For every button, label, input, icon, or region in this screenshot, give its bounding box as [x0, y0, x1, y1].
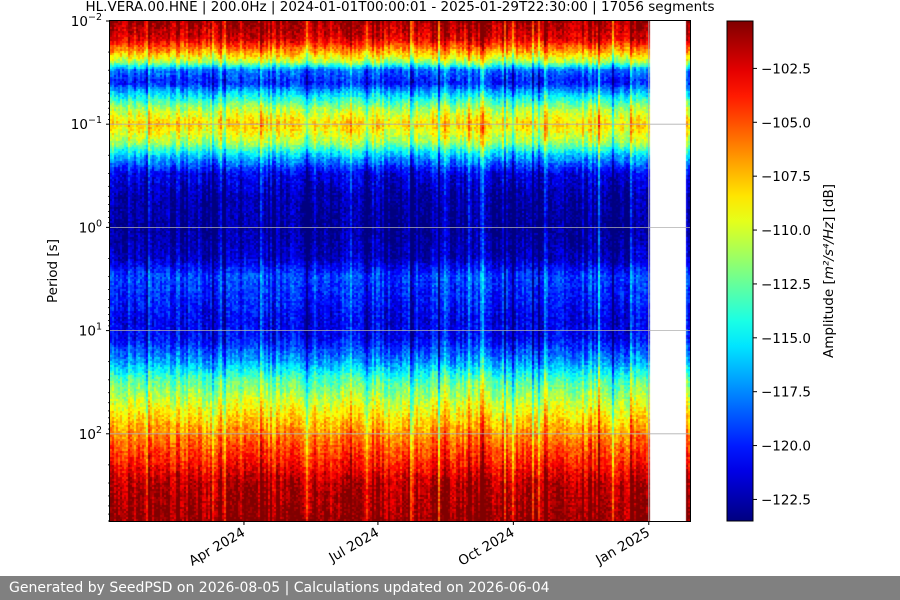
- x-tick-label: Apr 2024: [186, 525, 248, 570]
- footer-text: Generated by SeedPSD on 2026-08-05 | Cal…: [0, 576, 900, 600]
- y-axis: 10−2 10−1 100 101 102: [71, 12, 110, 522]
- spectrogram-plot-area: [110, 21, 690, 521]
- spectrogram-image: [110, 21, 690, 521]
- colorbar-tick-label: −110.0: [761, 223, 811, 239]
- colorbar-tick-label: −107.5: [761, 169, 811, 185]
- colorbar-tick-label: −102.5: [761, 61, 811, 77]
- plot-frame: [109, 20, 691, 522]
- colorbar: −102.5 −105.0 −107.5 −110.0 −112.5 −115.0 −117…: [726, 20, 837, 522]
- x-tick-label: Oct 2024: [456, 525, 518, 570]
- y-axis-label: Period [s]: [45, 239, 61, 303]
- colorbar-tick-label: −120.0: [761, 439, 811, 455]
- y-tick-label: 102: [79, 425, 102, 443]
- colorbar-tick-label: −122.5: [761, 492, 811, 508]
- y-tick-label: 101: [79, 322, 102, 340]
- y-tick-label: 100: [79, 218, 102, 236]
- y-tick-label: 10−2: [71, 12, 102, 30]
- x-tick-label: Jul 2024: [325, 525, 381, 567]
- colorbar-label: Amplitude [m²/s⁴/Hz] [dB]: [821, 184, 837, 358]
- grid-lines: [110, 21, 690, 521]
- colorbar-tick-label: −105.0: [761, 115, 811, 131]
- colorbar-gradient: [726, 20, 754, 522]
- x-axis: Apr 2024 Jul 2024 Oct 2024 Jan 2025: [186, 521, 653, 569]
- colorbar-tick-label: −115.0: [761, 331, 811, 347]
- chart-title: HL.VERA.00.HNE | 200.0Hz | 2024-01-01T00…: [86, 0, 715, 15]
- colorbar-tick-label: −112.5: [761, 277, 811, 293]
- y-tick-label: 10−1: [71, 115, 102, 133]
- x-tick-label: Jan 2025: [592, 525, 652, 569]
- colorbar-tick-label: −117.5: [761, 385, 811, 401]
